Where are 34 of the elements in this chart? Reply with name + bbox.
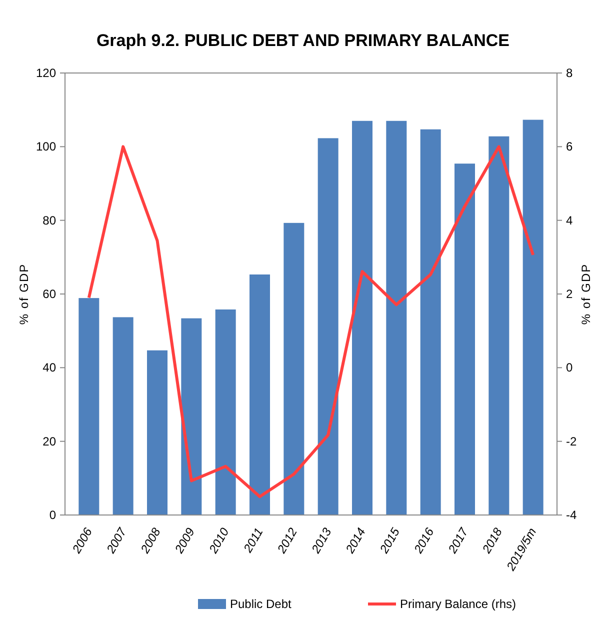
y2-tick-label: 0: [566, 360, 573, 375]
y2-axis-title: % of GDP: [579, 263, 593, 325]
bar: [318, 138, 338, 515]
y-tick-label: 60: [42, 287, 56, 301]
bar: [181, 318, 202, 515]
y-tick-label: 40: [42, 360, 56, 375]
bar: [522, 120, 544, 515]
bar: [488, 136, 510, 515]
bar: [420, 129, 441, 515]
bar: [250, 274, 270, 515]
legend-label: Public Debt: [230, 597, 292, 611]
y-tick-label: 0: [49, 508, 56, 522]
y2-tick-label: 2: [566, 287, 573, 301]
bar: [454, 164, 475, 515]
bar: [147, 350, 168, 515]
y2-tick-label: -2: [566, 434, 577, 448]
bar: [78, 298, 100, 515]
y2-tick-label: 8: [566, 66, 573, 80]
y2-tick-label: -4: [566, 508, 577, 522]
y-tick-label: 20: [42, 434, 56, 448]
line-series: [87, 145, 535, 498]
y2-tick-label: 4: [566, 213, 573, 228]
y-axis-title: % of GDP: [17, 263, 31, 325]
y-tick-label: 80: [42, 213, 56, 228]
chart-title: Graph 9.2. PUBLIC DEBT AND PRIMARY BALANCE: [96, 31, 510, 50]
bar: [284, 222, 304, 515]
y-tick-label: 120: [36, 66, 56, 80]
bar: [215, 309, 236, 515]
bar: [386, 120, 407, 515]
y-tick-label: 100: [36, 140, 56, 154]
bar: [112, 317, 134, 515]
bar: [352, 120, 372, 515]
legend-label: Primary Balance (rhs): [400, 597, 516, 611]
y2-tick-label: 6: [566, 140, 573, 154]
